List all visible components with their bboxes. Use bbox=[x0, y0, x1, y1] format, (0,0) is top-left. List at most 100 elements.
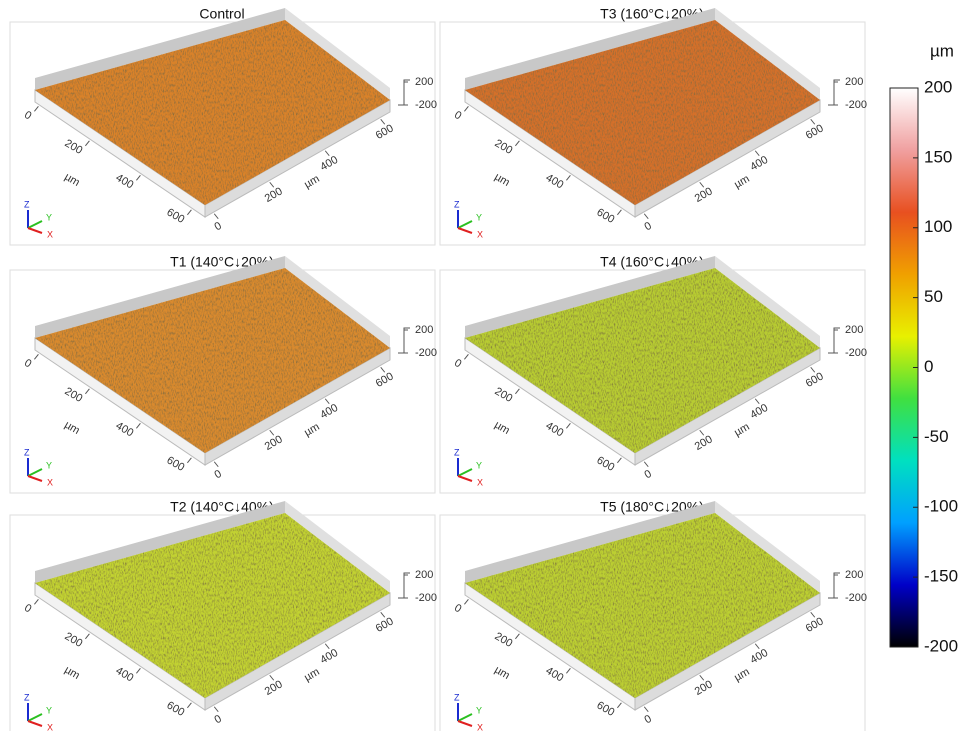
z-tick-label: 200 bbox=[845, 76, 863, 88]
triad-label: X bbox=[477, 722, 483, 731]
surface bbox=[35, 513, 390, 698]
z-tick-label: -200 bbox=[415, 99, 437, 111]
triad-y bbox=[457, 468, 473, 477]
y-tick bbox=[754, 398, 760, 405]
back-wall bbox=[715, 501, 820, 593]
z-tick-label: 200 bbox=[415, 76, 433, 88]
x-tick bbox=[34, 105, 39, 112]
colorbar-tick-label: -50 bbox=[924, 427, 949, 446]
y-tick bbox=[213, 461, 219, 468]
triad-y bbox=[27, 713, 43, 722]
colorbar-tick-label: 200 bbox=[924, 77, 952, 96]
x-tick-label: 0 bbox=[22, 109, 33, 122]
y-tick bbox=[699, 181, 705, 188]
colorbar-tick-label: -200 bbox=[924, 636, 958, 655]
x-tick bbox=[187, 702, 192, 709]
back-wall bbox=[285, 8, 390, 100]
x-tick-label: 0 bbox=[452, 357, 463, 370]
triad-label: X bbox=[477, 477, 483, 487]
y-tick bbox=[324, 150, 330, 157]
x-tick bbox=[515, 633, 520, 640]
x-tick bbox=[187, 209, 192, 216]
z-tick-label: -200 bbox=[415, 592, 437, 604]
triad-x bbox=[457, 720, 473, 727]
surface bbox=[465, 268, 820, 453]
z-axis bbox=[398, 572, 410, 599]
back-wall bbox=[35, 256, 285, 338]
triad-label: Y bbox=[476, 460, 482, 470]
colorbar-tick-label: 100 bbox=[924, 217, 952, 236]
x-tick bbox=[617, 457, 622, 464]
back-wall bbox=[715, 256, 820, 348]
front-wall bbox=[204, 99, 391, 218]
back-wall bbox=[285, 501, 390, 593]
x-tick-label: 0 bbox=[452, 602, 463, 615]
x-tick bbox=[566, 422, 571, 429]
surface bbox=[465, 513, 820, 698]
triad-label: Z bbox=[454, 692, 460, 702]
y-tick-label: 0 bbox=[213, 468, 224, 481]
x-tick bbox=[566, 174, 571, 181]
z-tick-label: 200 bbox=[415, 569, 433, 581]
x-tick bbox=[136, 422, 141, 429]
y-tick-label: 0 bbox=[213, 713, 224, 726]
y-tick bbox=[643, 706, 649, 713]
triad-label: Y bbox=[476, 705, 482, 715]
panel: Control0200400600µm0200400600µm200-200ZY… bbox=[9, 6, 437, 246]
front-wall bbox=[634, 99, 821, 218]
panel: T4 (160°C↓40%)0200400600µm0200400600µm20… bbox=[439, 254, 867, 494]
triad-x bbox=[27, 720, 43, 727]
x-tick bbox=[617, 702, 622, 709]
z-axis bbox=[828, 327, 840, 354]
colorbar-tick-label: 0 bbox=[924, 357, 933, 376]
front-wall bbox=[204, 592, 391, 711]
surface bbox=[35, 20, 390, 205]
surface bbox=[465, 20, 820, 205]
panel-title: Control bbox=[199, 6, 244, 22]
surface bbox=[35, 268, 390, 453]
panel-title: T1 (140°C↓20%) bbox=[170, 254, 274, 270]
x-tick bbox=[566, 667, 571, 674]
z-axis bbox=[398, 79, 410, 106]
front-wall bbox=[204, 347, 391, 466]
triad-x bbox=[27, 475, 43, 482]
x-tick bbox=[85, 388, 90, 395]
y-tick bbox=[269, 181, 275, 188]
z-tick-label: 200 bbox=[845, 569, 863, 581]
x-tick bbox=[515, 140, 520, 147]
triad-label: X bbox=[47, 477, 53, 487]
triad-x bbox=[457, 227, 473, 234]
back-wall bbox=[35, 8, 285, 90]
colorbar-unit: µm bbox=[930, 41, 954, 60]
panel: T2 (140°C↓40%)0200400600µm0200400600µm20… bbox=[9, 499, 437, 736]
colorbar-tick-label: -100 bbox=[924, 497, 958, 516]
x-tick bbox=[136, 667, 141, 674]
panel: T1 (140°C↓20%)0200400600µm0200400600µm20… bbox=[9, 254, 437, 494]
y-tick-label: 0 bbox=[643, 220, 654, 233]
triad-x bbox=[27, 227, 43, 234]
y-tick bbox=[810, 366, 816, 373]
colorbar-tick-label: 150 bbox=[924, 147, 952, 166]
triad-y bbox=[27, 220, 43, 229]
z-tick-label: -200 bbox=[415, 347, 437, 359]
y-tick bbox=[324, 643, 330, 650]
x-tick bbox=[85, 633, 90, 640]
x-tick-label: 0 bbox=[22, 357, 33, 370]
y-tick bbox=[699, 674, 705, 681]
panel: T5 (180°C↓20%)0200400600µm0200400600µm20… bbox=[439, 499, 867, 736]
front-wall bbox=[634, 347, 821, 466]
colorbar-tick-label: 50 bbox=[924, 287, 943, 306]
triad-label: Y bbox=[46, 460, 52, 470]
x-tick bbox=[515, 388, 520, 395]
y-tick bbox=[269, 429, 275, 436]
triad-label: X bbox=[47, 722, 53, 731]
front-wall bbox=[634, 592, 821, 711]
z-tick-label: -200 bbox=[845, 99, 867, 111]
z-axis bbox=[828, 572, 840, 599]
panel-title: T3 (160°C↓20%) bbox=[600, 6, 704, 22]
z-tick-label: -200 bbox=[845, 592, 867, 604]
y-tick bbox=[810, 611, 816, 618]
triad-y bbox=[27, 468, 43, 477]
back-wall bbox=[465, 501, 715, 583]
triad-label: Z bbox=[454, 447, 460, 457]
